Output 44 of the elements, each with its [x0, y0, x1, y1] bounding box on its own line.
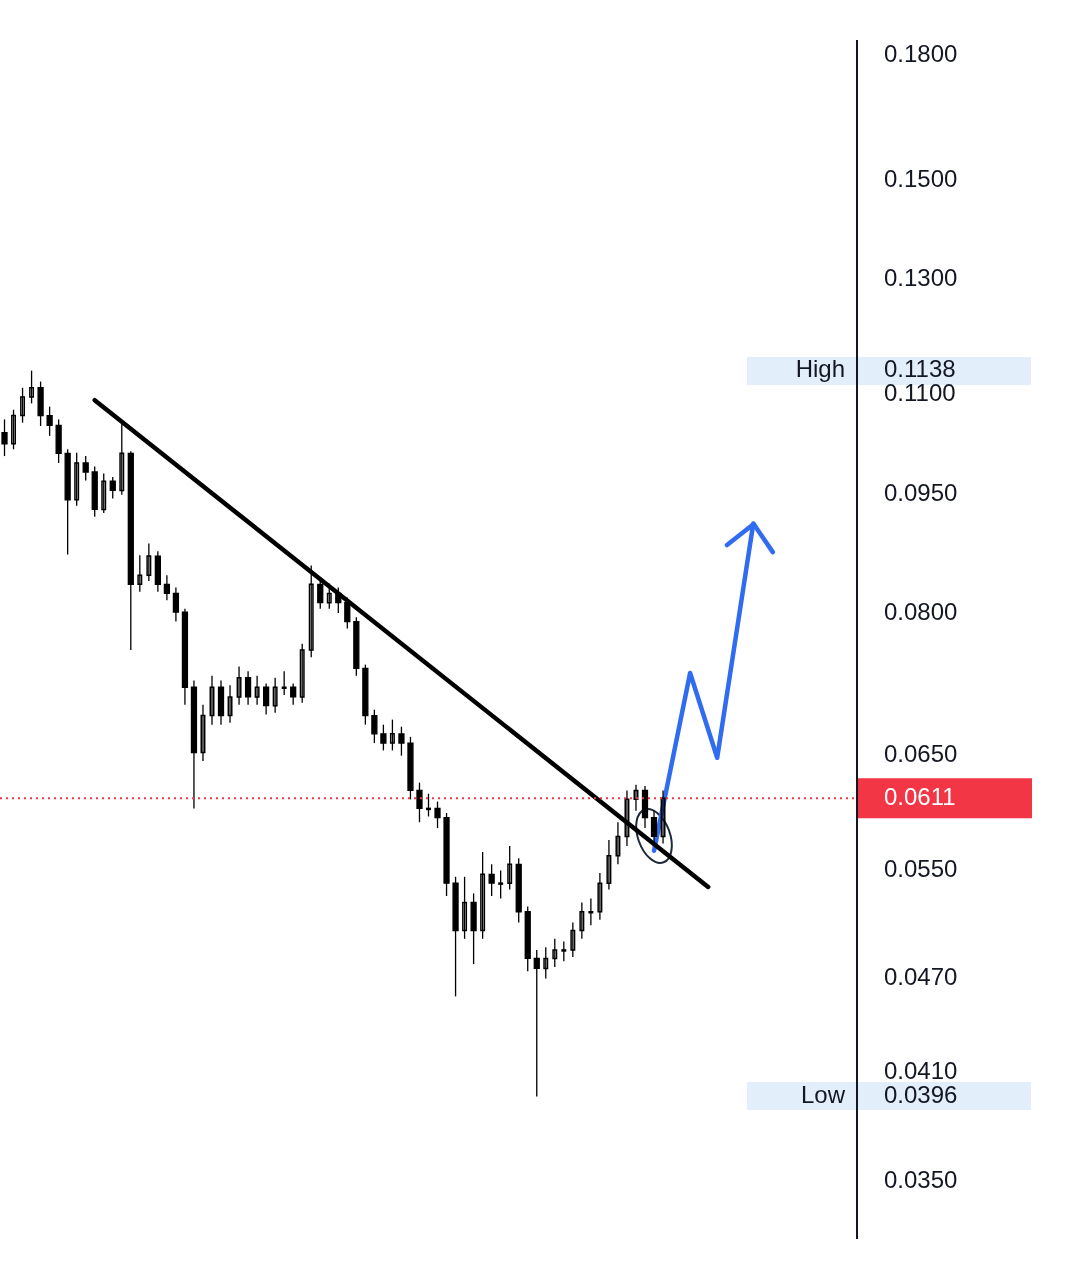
candlestick [579, 901, 585, 940]
y-tick-label: 0.1800 [884, 40, 958, 68]
candlestick [561, 940, 567, 962]
candlestick [254, 675, 260, 706]
candlestick [389, 718, 395, 752]
candlestick [507, 845, 513, 891]
ref-line-label: 0.0611 [884, 782, 956, 810]
candlestick [101, 472, 107, 514]
candlestick [308, 564, 314, 658]
candlestick [227, 684, 233, 724]
candlestick [146, 542, 152, 582]
candlestick [209, 675, 215, 726]
candlestick [570, 921, 576, 958]
y-tick-label: 0.0350 [884, 1165, 958, 1193]
candlestick [660, 789, 666, 845]
y-tick-label: 0.0950 [884, 479, 958, 507]
candlestick [606, 839, 612, 891]
candlestick [462, 876, 468, 940]
candlestick [633, 784, 639, 812]
y-tick-label: 0.1300 [884, 263, 958, 291]
y-tick-label: 0.1500 [884, 165, 958, 193]
candlestick [624, 789, 630, 847]
candlestick [272, 677, 278, 714]
candlestick [11, 409, 17, 450]
candlestick [299, 643, 305, 704]
y-tick-label: 0.0470 [884, 963, 958, 991]
candlestick [29, 369, 35, 405]
candlestick [236, 665, 242, 706]
candlestick [615, 821, 621, 865]
annotation: Low [800, 1081, 846, 1108]
candlestick [480, 851, 486, 940]
candlestick [74, 452, 80, 507]
y-tick-label: 0.0550 [884, 855, 958, 883]
candlestick [597, 872, 603, 921]
y-tick-label: 0.0650 [884, 740, 958, 768]
candlestick [543, 946, 549, 980]
candlestick [552, 938, 558, 968]
candlestick [20, 387, 26, 424]
candlestick [326, 582, 332, 610]
candlestick [200, 704, 206, 762]
y-tick-label: 0.0800 [884, 597, 958, 625]
candlestick [498, 869, 504, 900]
candlestick [137, 554, 143, 593]
annotation: High [795, 355, 845, 383]
